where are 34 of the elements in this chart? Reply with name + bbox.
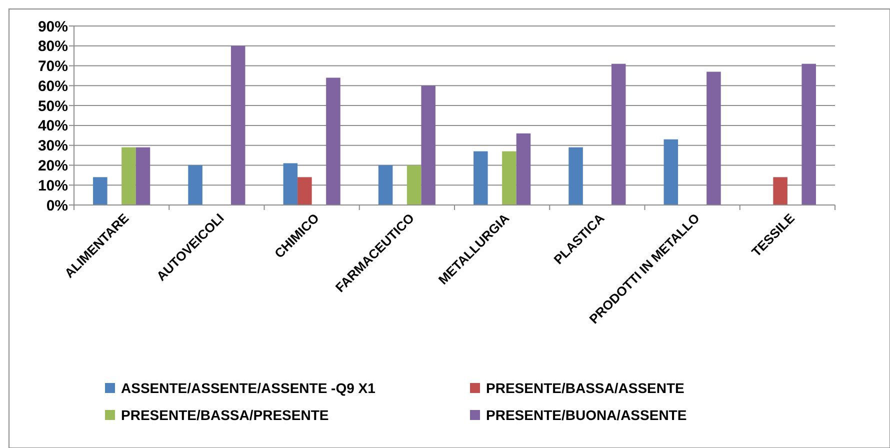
bar (188, 165, 202, 205)
legend-label: PRESENTE/BUONA/ASSENTE (486, 406, 687, 423)
bar (802, 64, 816, 205)
bar (326, 78, 340, 205)
y-tick-label: 90% (38, 18, 68, 36)
bar (474, 151, 488, 205)
legend-label: PRESENTE/BASSA/PRESENTE (121, 406, 329, 423)
bar (664, 139, 678, 205)
bar (773, 177, 788, 205)
bar (378, 165, 393, 205)
y-tick-label: 30% (38, 138, 68, 155)
y-tick-label: 70% (38, 58, 68, 76)
y-tick-label: 60% (38, 78, 68, 95)
bar (421, 86, 436, 205)
bar (136, 147, 150, 205)
bar (122, 147, 136, 205)
bar (93, 177, 108, 205)
bar (298, 177, 312, 205)
y-tick-label: 50% (38, 98, 68, 115)
bar (283, 163, 298, 205)
y-tick-label: 0% (46, 197, 68, 214)
bar (516, 133, 531, 205)
bar (406, 165, 422, 205)
bar (568, 147, 583, 205)
legend-label: PRESENTE/BASSA/ASSENTE (486, 380, 684, 396)
y-tick-label: 80% (38, 38, 68, 56)
legend-label: ASSENTE/ASSENTE/ASSENTE -Q9 X1 (121, 380, 376, 396)
bar (706, 72, 721, 205)
bar (230, 46, 246, 205)
y-tick-label: 20% (38, 157, 68, 174)
y-tick-label: 40% (38, 118, 68, 135)
bar (502, 151, 516, 205)
y-tick-label: 10% (38, 177, 68, 194)
bar (611, 64, 626, 205)
